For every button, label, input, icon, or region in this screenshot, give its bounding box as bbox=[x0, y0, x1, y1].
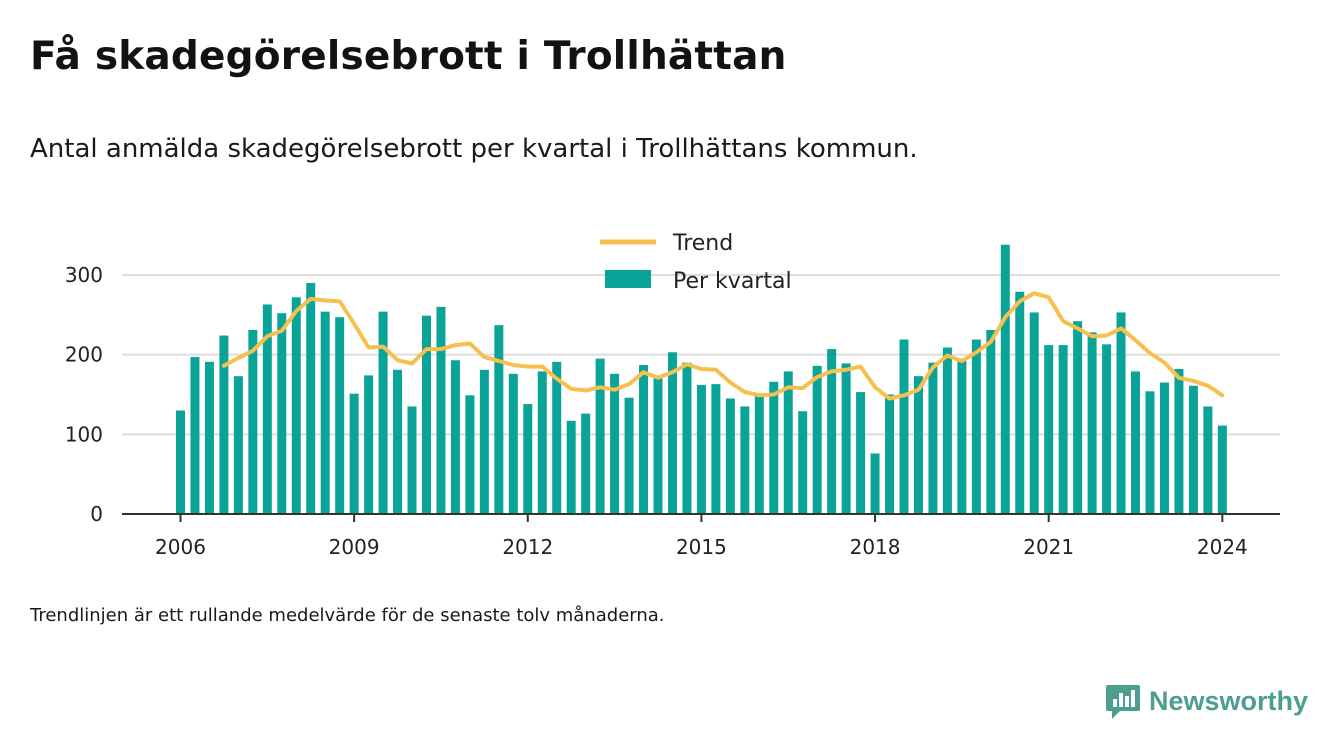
bar bbox=[1087, 332, 1097, 514]
bar bbox=[885, 394, 895, 514]
y-tick-label: 0 bbox=[90, 502, 103, 526]
bar bbox=[1145, 391, 1155, 514]
bar bbox=[827, 349, 837, 514]
bar bbox=[1073, 321, 1083, 514]
bar bbox=[696, 384, 706, 514]
bar bbox=[624, 397, 634, 514]
x-tick-label: 2012 bbox=[502, 535, 553, 559]
bar-series bbox=[176, 244, 1227, 514]
bar bbox=[725, 398, 735, 514]
bar bbox=[1000, 244, 1010, 514]
bar bbox=[364, 375, 374, 514]
legend-bar-label: Per kvartal bbox=[673, 269, 792, 294]
bar bbox=[856, 392, 866, 514]
bar bbox=[291, 297, 301, 514]
footnote: Trendlinjen är ett rullande medelvärde f… bbox=[30, 605, 665, 626]
bar bbox=[798, 411, 808, 514]
bar bbox=[335, 317, 345, 514]
bar bbox=[899, 339, 909, 514]
chart-subtitle: Antal anmälda skadegörelsebrott per kvar… bbox=[30, 134, 918, 164]
bar bbox=[682, 362, 692, 514]
x-tick-label: 2021 bbox=[1023, 535, 1074, 559]
brand-name: Newsworthy bbox=[1148, 685, 1308, 716]
bar bbox=[537, 371, 547, 514]
brand-logo[interactable]: Newsworthy bbox=[1105, 681, 1308, 721]
bar bbox=[913, 376, 923, 514]
x-tick-label: 2024 bbox=[1197, 535, 1248, 559]
bar bbox=[1188, 385, 1198, 514]
bar bbox=[595, 358, 605, 514]
x-tick-label: 2018 bbox=[850, 535, 901, 559]
bar bbox=[421, 315, 431, 514]
trend-line bbox=[221, 291, 1225, 401]
bar bbox=[870, 453, 880, 514]
legend-bar-swatch bbox=[605, 270, 651, 288]
bar bbox=[393, 369, 403, 514]
chart: 0 100 200 300 2006 2009 2012 2015 2018 2021 2024 T… bbox=[65, 231, 1280, 559]
bar bbox=[1029, 312, 1039, 514]
bar bbox=[248, 329, 258, 514]
bar bbox=[378, 311, 388, 514]
bar bbox=[190, 357, 200, 514]
bar bbox=[610, 373, 620, 514]
bar bbox=[552, 361, 562, 514]
y-tick-label: 300 bbox=[65, 263, 103, 287]
bar bbox=[986, 329, 996, 514]
y-tick-label: 200 bbox=[65, 343, 103, 367]
x-tick-label: 2006 bbox=[155, 535, 206, 559]
bar bbox=[581, 413, 591, 514]
chart-title: Få skadegörelsebrott i Trollhättan bbox=[30, 34, 787, 79]
bar bbox=[754, 393, 764, 514]
bar bbox=[176, 410, 185, 514]
bar bbox=[436, 306, 446, 514]
bar bbox=[1159, 382, 1169, 514]
bar bbox=[204, 361, 214, 514]
axes: 0 100 200 300 2006 2009 2012 2015 2018 2021 2024 bbox=[65, 263, 1280, 559]
bar bbox=[711, 384, 721, 514]
bar bbox=[783, 371, 793, 514]
bar bbox=[971, 339, 981, 514]
bar bbox=[1044, 345, 1054, 514]
bar bbox=[233, 376, 243, 514]
bar bbox=[262, 304, 272, 514]
bar bbox=[465, 395, 475, 514]
legend: Trend Per kvartal bbox=[600, 231, 792, 294]
bar bbox=[942, 347, 952, 514]
bar bbox=[450, 360, 460, 514]
bar bbox=[1203, 406, 1213, 514]
bar bbox=[523, 404, 533, 514]
bar bbox=[957, 360, 967, 514]
bar bbox=[639, 365, 649, 514]
bar bbox=[1102, 344, 1112, 514]
bar bbox=[1217, 425, 1227, 514]
bar bbox=[479, 369, 489, 514]
bar bbox=[769, 381, 779, 514]
bar bbox=[1058, 345, 1068, 514]
bar bbox=[277, 313, 287, 514]
bar bbox=[320, 311, 330, 514]
bar bbox=[841, 363, 851, 514]
legend-trend-label: Trend bbox=[672, 231, 733, 256]
bar bbox=[1174, 369, 1184, 514]
bar bbox=[812, 365, 822, 514]
newsworthy-logo-icon bbox=[1105, 685, 1140, 719]
bar bbox=[928, 362, 938, 514]
bar bbox=[667, 352, 677, 514]
bar bbox=[349, 393, 359, 514]
y-tick-label: 100 bbox=[65, 422, 103, 446]
bar bbox=[494, 325, 504, 514]
bar bbox=[407, 406, 417, 514]
trend-series bbox=[221, 291, 1225, 401]
bar bbox=[1131, 371, 1141, 514]
x-tick-label: 2015 bbox=[676, 535, 727, 559]
bar bbox=[306, 282, 316, 514]
bar bbox=[653, 376, 663, 514]
bar bbox=[1116, 312, 1126, 514]
bar bbox=[1015, 291, 1025, 514]
bar bbox=[740, 406, 750, 514]
bar bbox=[219, 335, 229, 514]
bar bbox=[566, 420, 576, 514]
bar bbox=[508, 373, 518, 514]
x-tick-label: 2009 bbox=[329, 535, 380, 559]
